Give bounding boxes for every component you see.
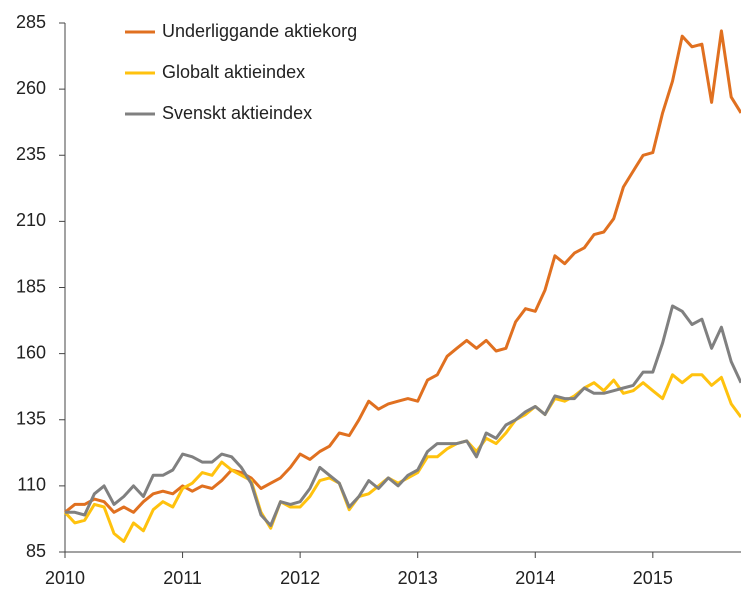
series-line: [65, 304, 741, 527]
y-tick-label: 285: [16, 12, 46, 32]
y-tick-label: 260: [16, 78, 46, 98]
x-tick-label: 2010: [45, 568, 85, 588]
legend-label: Globalt aktieindex: [162, 62, 305, 82]
y-tick-label: 210: [16, 210, 46, 230]
y-tick-label: 85: [26, 541, 46, 561]
x-tick-label: 2011: [163, 568, 202, 588]
y-tick-label: 135: [16, 409, 46, 429]
legend-label: Svenskt aktieindex: [162, 103, 312, 123]
x-tick-label: 2012: [280, 568, 320, 588]
y-tick-label: 185: [16, 276, 46, 296]
legend-label: Underliggande aktiekorg: [162, 21, 357, 41]
x-tick-label: 2015: [633, 568, 673, 588]
series-line: [64, 29, 741, 514]
x-tick-label: 2014: [515, 568, 555, 588]
x-tick-label: 2013: [398, 568, 438, 588]
y-tick-label: 160: [16, 342, 46, 362]
y-tick-label: 110: [17, 475, 46, 495]
y-tick-label: 235: [16, 144, 46, 164]
plot-area: [63, 29, 741, 543]
